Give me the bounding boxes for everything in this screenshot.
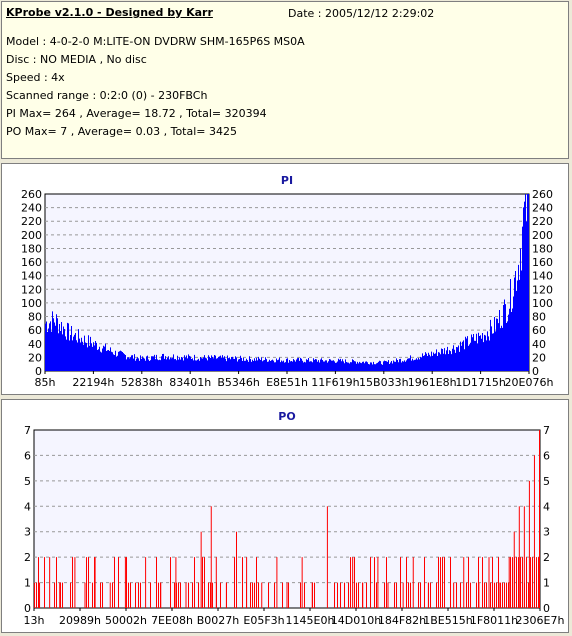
x-tick-label: 2306E7h [516,614,565,627]
x-tick-label: 20989h [59,614,101,627]
y-tick-label-left: 20 [28,351,42,364]
x-tick-label: 14D010h [331,614,381,627]
plot-area [44,193,530,372]
y-tick-label-left: 0 [35,365,42,378]
po-chart-panel: PO 0 0 1 1 2 2 3 3 4 4 5 5 6 6 7 7 13h 20989h 50002h 7EE08h B… [1,399,569,633]
x-tick-label: 20E076h [505,376,554,389]
y-tick-label-left: 60 [28,324,42,337]
y-tick-label-right: 3 [543,526,550,539]
y-tick-label-right: 7 [543,424,550,437]
y-tick-label-right: 5 [543,475,550,488]
y-tick-label-left: 140 [21,270,42,283]
y-tick-label-right: 4 [543,500,550,513]
chart-title: PO [278,410,295,423]
y-tick-label-left: 160 [21,256,42,269]
y-tick-label-left: 5 [24,475,31,488]
po-chart: PO 0 0 1 1 2 2 3 3 4 4 5 5 6 6 7 7 13h 20989h 50002h 7EE08h B… [24,410,565,627]
disc-line: Disc : NO MEDIA , No disc [6,53,147,66]
scan-date: Date : 2005/12/12 2:29:02 [288,7,435,20]
y-tick-label-left: 120 [21,283,42,296]
y-tick-label-right: 60 [532,324,546,337]
x-tick-label: 15B033h [359,376,409,389]
x-tick-label: 1D1715h [455,376,505,389]
pi-stats-line: PI Max= 264 , Average= 18.72 , Total= 32… [6,107,267,120]
x-tick-label: 13h [24,614,45,627]
chart-title: PI [281,174,293,187]
y-tick-label-left: 180 [21,242,42,255]
speed-line: Speed : 4x [6,71,65,84]
x-tick-label: 22194h [72,376,114,389]
po-stats-line: PO Max= 7 , Average= 0.03 , Total= 3425 [6,125,237,138]
x-tick-label: 11F619h [311,376,359,389]
x-tick-label: 83401h [169,376,211,389]
x-tick-label: E05F3h [243,614,284,627]
pi-chart-panel: PI 0 0 20 20 40 40 60 60 80 80 100 100 120 120 140 140 16… [1,163,569,395]
y-tick-label-left: 200 [21,229,42,242]
y-tick-label-left: 4 [24,500,31,513]
x-tick-label: 50002h [105,614,147,627]
po-series [34,430,540,608]
x-tick-label: E8E51h [266,376,308,389]
y-tick-label-right: 0 [532,365,539,378]
y-tick-label-left: 3 [24,526,31,539]
y-tick-label-left: 0 [24,602,31,615]
y-tick-label-right: 260 [532,188,553,201]
y-tick-label-left: 260 [21,188,42,201]
info-panel: KProbe v2.1.0 - Designed by Karr Date : … [1,1,569,159]
y-tick-label-right: 1 [543,577,550,590]
x-tick-label: 184F82h [378,614,426,627]
y-tick-label-right: 140 [532,270,553,283]
y-tick-label-right: 200 [532,229,553,242]
y-tick-label-left: 220 [21,215,42,228]
x-tick-label: 52838h [121,376,163,389]
y-tick-label-left: 240 [21,202,42,215]
x-tick-label: 1F8011h [470,614,518,627]
y-tick-label-right: 6 [543,449,550,462]
x-tick-label: B0027h [197,614,240,627]
y-tick-label-right: 40 [532,338,546,351]
y-tick-label-right: 220 [532,215,553,228]
y-tick-label-right: 240 [532,202,553,215]
pi-series [45,194,529,371]
x-tick-label: 85h [35,376,56,389]
y-tick-label-right: 80 [532,311,546,324]
y-tick-label-left: 2 [24,551,31,564]
y-tick-label-left: 100 [21,297,42,310]
app-title: KProbe v2.1.0 - Designed by Karr [6,6,213,19]
y-tick-label-left: 7 [24,424,31,437]
y-tick-label-right: 100 [532,297,553,310]
y-tick-label-left: 40 [28,338,42,351]
y-tick-label-right: 160 [532,256,553,269]
y-tick-label-right: 0 [543,602,550,615]
x-tick-label: 7EE08h [151,614,193,627]
y-tick-label-right: 20 [532,351,546,364]
x-tick-label: 1BE515h [423,614,472,627]
y-tick-label-right: 120 [532,283,553,296]
y-tick-label-left: 1 [24,577,31,590]
y-tick-label-left: 6 [24,449,31,462]
x-tick-label: 1961E8h [408,376,457,389]
x-tick-label: B5346h [217,376,260,389]
y-tick-label-right: 2 [543,551,550,564]
model-line: Model : 4-0-2-0 M:LITE-ON DVDRW SHM-165P… [6,35,305,48]
scanned-range-line: Scanned range : 0:2:0 (0) - 230FBCh [6,89,208,102]
y-tick-label-left: 80 [28,311,42,324]
x-tick-label: 1145E0h [286,614,335,627]
y-tick-label-right: 180 [532,242,553,255]
